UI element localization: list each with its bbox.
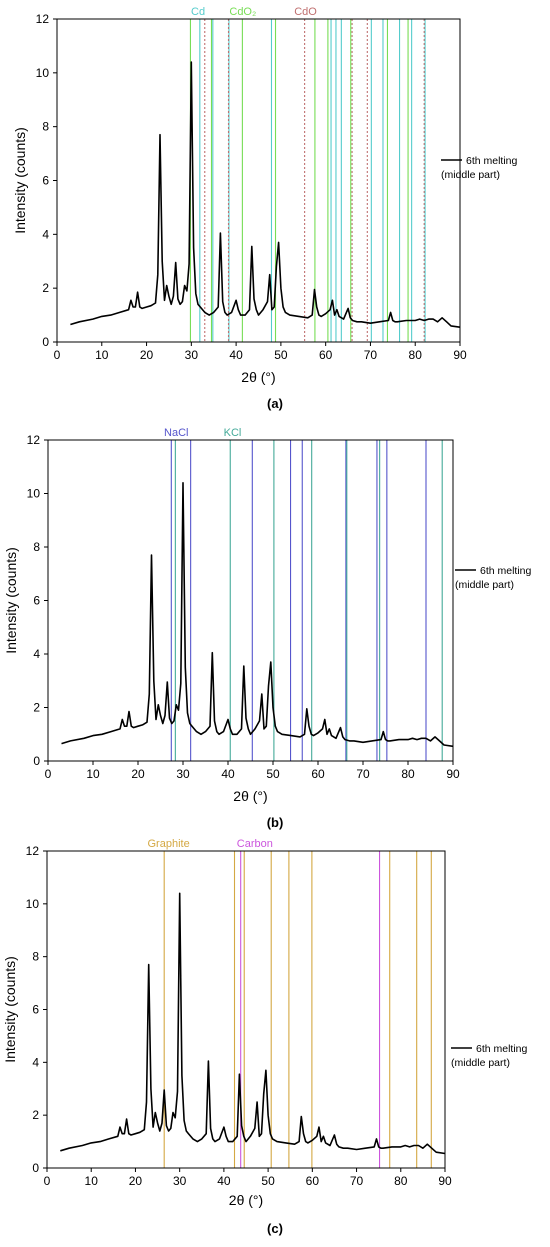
x-tick-label: 30 xyxy=(176,767,190,781)
x-tick-label: 50 xyxy=(266,767,280,781)
x-tick-label: 20 xyxy=(140,348,154,362)
y-tick-label: 8 xyxy=(33,540,40,554)
reference-label-cd: Cd xyxy=(191,6,205,18)
x-tick-label: 0 xyxy=(54,348,61,362)
reference-label-cdo: CdO xyxy=(294,6,317,18)
x-axis-label: 2θ (°) xyxy=(233,788,267,804)
y-tick-label: 2 xyxy=(32,1108,39,1122)
chart-panel-2: NaCl KCl 0 10 20 30 40 50 60 70 80 90 0 2 4 6 8 10 12 2θ (°… xyxy=(3,427,532,830)
y-tick-label: 10 xyxy=(27,487,41,501)
y-tick-label: 12 xyxy=(26,844,40,858)
x-tick-label: 30 xyxy=(173,1174,187,1188)
legend-label-line-2: (middle part) xyxy=(455,579,514,591)
series-line-1 xyxy=(61,481,454,748)
y-tick-label: 4 xyxy=(42,227,49,241)
x-tick-label: 40 xyxy=(217,1174,231,1188)
series-line-1 xyxy=(60,892,446,1155)
series-line-1 xyxy=(70,61,461,328)
x-tick-label: 0 xyxy=(45,767,52,781)
y-tick-label: 6 xyxy=(32,1003,39,1017)
legend-label-line-1: 6th melting xyxy=(476,1043,528,1055)
y-tick-label: 8 xyxy=(42,120,49,134)
y-tick-label: 12 xyxy=(27,433,41,447)
reference-label-carbon: Carbon xyxy=(237,838,273,850)
x-tick-label: 10 xyxy=(95,348,109,362)
y-tick-label: 4 xyxy=(33,647,40,661)
y-axis-label: Intensity (counts) xyxy=(12,127,28,234)
y-tick-label: 0 xyxy=(32,1161,39,1175)
x-tick-label: 90 xyxy=(453,348,467,362)
y-tick-label: 6 xyxy=(33,594,40,608)
reference-label-nacl: NaCl xyxy=(164,427,188,439)
y-tick-label: 0 xyxy=(33,754,40,768)
x-tick-label: 10 xyxy=(85,1174,99,1188)
x-tick-label: 30 xyxy=(185,348,199,362)
x-tick-label: 40 xyxy=(221,767,235,781)
x-tick-label: 40 xyxy=(229,348,243,362)
x-tick-label: 70 xyxy=(350,1174,364,1188)
legend-label: 6th melting (middle part) xyxy=(455,565,532,591)
x-tick-label: 70 xyxy=(364,348,378,362)
x-tick-label: 60 xyxy=(311,767,325,781)
panel-caption: (a) xyxy=(267,396,283,411)
legend-label-line-2: (middle part) xyxy=(451,1057,510,1069)
chart-panel-3: Graphite Carbon 0 10 20 30 40 50 60 70 80 90 0 2 4 6 8 10… xyxy=(2,838,528,1236)
y-tick-label: 4 xyxy=(32,1055,39,1069)
legend-label: 6th melting (middle part) xyxy=(451,1043,528,1069)
x-tick-label: 60 xyxy=(306,1174,320,1188)
y-axis-label: Intensity (counts) xyxy=(2,956,18,1063)
x-tick-label: 90 xyxy=(446,767,460,781)
legend-label-line-2: (middle part) xyxy=(441,169,500,181)
x-tick-label: 70 xyxy=(356,767,370,781)
x-tick-label: 60 xyxy=(319,348,333,362)
x-tick-label: 20 xyxy=(131,767,145,781)
x-tick-label: 0 xyxy=(44,1174,51,1188)
reference-label-cdo: CdO₂ xyxy=(229,6,256,18)
y-tick-label: 2 xyxy=(33,701,40,715)
y-tick-label: 6 xyxy=(42,174,49,188)
x-tick-label: 50 xyxy=(261,1174,275,1188)
legend-label: 6th melting (middle part) xyxy=(441,155,518,181)
x-tick-label: 90 xyxy=(438,1174,452,1188)
legend-label-line-1: 6th melting xyxy=(466,155,518,167)
panel-caption: (b) xyxy=(267,815,284,830)
y-tick-label: 10 xyxy=(26,897,40,911)
panel-caption: (c) xyxy=(267,1221,283,1236)
y-tick-label: 0 xyxy=(42,335,49,349)
chart-panel-1: Cd CdO₂ CdO 0 10 20 30 40 50 60 70 80 90 0 2 4 6 8 10 12 2θ … xyxy=(12,6,518,411)
y-axis-label: Intensity (counts) xyxy=(3,547,19,654)
reference-label-graphite: Graphite xyxy=(148,838,190,850)
y-tick-label: 10 xyxy=(36,66,50,80)
y-tick-label: 12 xyxy=(36,12,50,26)
x-axis-label: 2θ (°) xyxy=(229,1192,263,1208)
x-tick-label: 80 xyxy=(409,348,423,362)
x-tick-label: 10 xyxy=(86,767,100,781)
legend-label-line-1: 6th melting xyxy=(480,565,532,577)
y-tick-label: 8 xyxy=(32,950,39,964)
x-tick-label: 80 xyxy=(401,767,415,781)
reference-label-kcl: KCl xyxy=(224,427,242,439)
x-tick-label: 50 xyxy=(274,348,288,362)
y-tick-label: 2 xyxy=(42,281,49,295)
x-tick-label: 20 xyxy=(129,1174,143,1188)
plot-frame xyxy=(46,850,446,1169)
plot-frame xyxy=(47,439,454,762)
x-tick-label: 80 xyxy=(394,1174,408,1188)
x-axis-label: 2θ (°) xyxy=(241,369,275,385)
